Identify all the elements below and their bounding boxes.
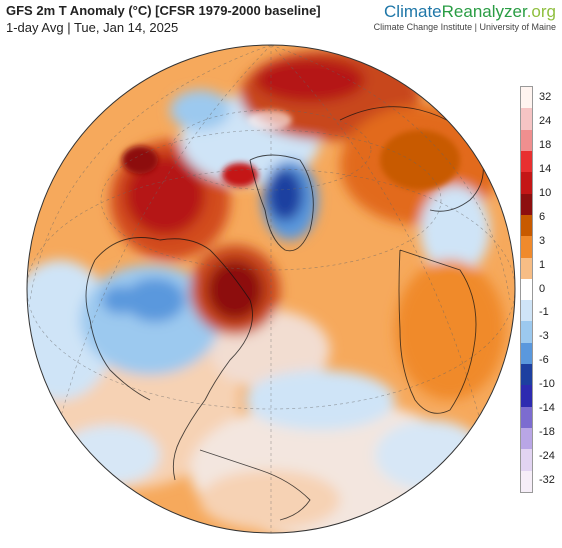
color-scale-label: 14 [539, 162, 552, 175]
color-scale-swatch [521, 470, 532, 493]
color-scale-label: 32 [539, 90, 552, 103]
color-scale-swatch [521, 342, 532, 365]
color-scale-label: -3 [539, 330, 549, 343]
color-scale-swatch [521, 129, 532, 152]
color-scale-label: -10 [539, 378, 555, 391]
color-scale-label: 18 [539, 138, 552, 151]
color-scale-label: -24 [539, 450, 555, 463]
color-scale-bar [520, 86, 533, 493]
color-scale-label: 10 [539, 186, 552, 199]
color-scale-swatch [521, 449, 532, 472]
color-scale-swatch [521, 87, 532, 109]
color-scale-swatch [521, 385, 532, 408]
color-scale-swatch [521, 257, 532, 280]
color-scale-swatch [521, 150, 532, 173]
color-scale-label: 6 [539, 210, 546, 223]
color-scale-label: 1 [539, 258, 546, 271]
color-scale-swatch [521, 300, 532, 322]
map-title: GFS 2m T Anomaly (°C) [CFSR 1979-2000 ba… [6, 3, 321, 18]
color-scale-label: -18 [539, 426, 555, 439]
color-scale-label: -1 [539, 306, 549, 319]
color-scale-label: 0 [539, 282, 546, 295]
color-scale-label: 24 [539, 114, 552, 127]
brand-logo[interactable]: ClimateReanalyzer.org Climate Change Ins… [374, 2, 556, 32]
color-scale-label: -6 [539, 354, 549, 367]
color-scale-swatch [521, 214, 532, 237]
color-scale-label: -14 [539, 402, 555, 415]
color-scale-swatch [521, 172, 532, 195]
color-scale-swatch [521, 364, 532, 386]
color-scale-swatch [521, 193, 532, 216]
color-scale-swatch [521, 236, 532, 259]
color-scale-label: -32 [539, 474, 555, 487]
color-scale-swatch [521, 406, 532, 429]
brand-subtitle: Climate Change Institute | University of… [373, 22, 556, 32]
color-scale-label: 3 [539, 234, 546, 247]
map-subtitle: 1-day Avg | Tue, Jan 14, 2025 [6, 20, 179, 35]
color-scale-swatch [521, 321, 532, 344]
color-scale-swatch [521, 278, 532, 301]
brand-name: ClimateReanalyzer.org [384, 2, 556, 21]
color-scale-swatch [521, 428, 532, 450]
color-scale-swatch [521, 108, 532, 131]
